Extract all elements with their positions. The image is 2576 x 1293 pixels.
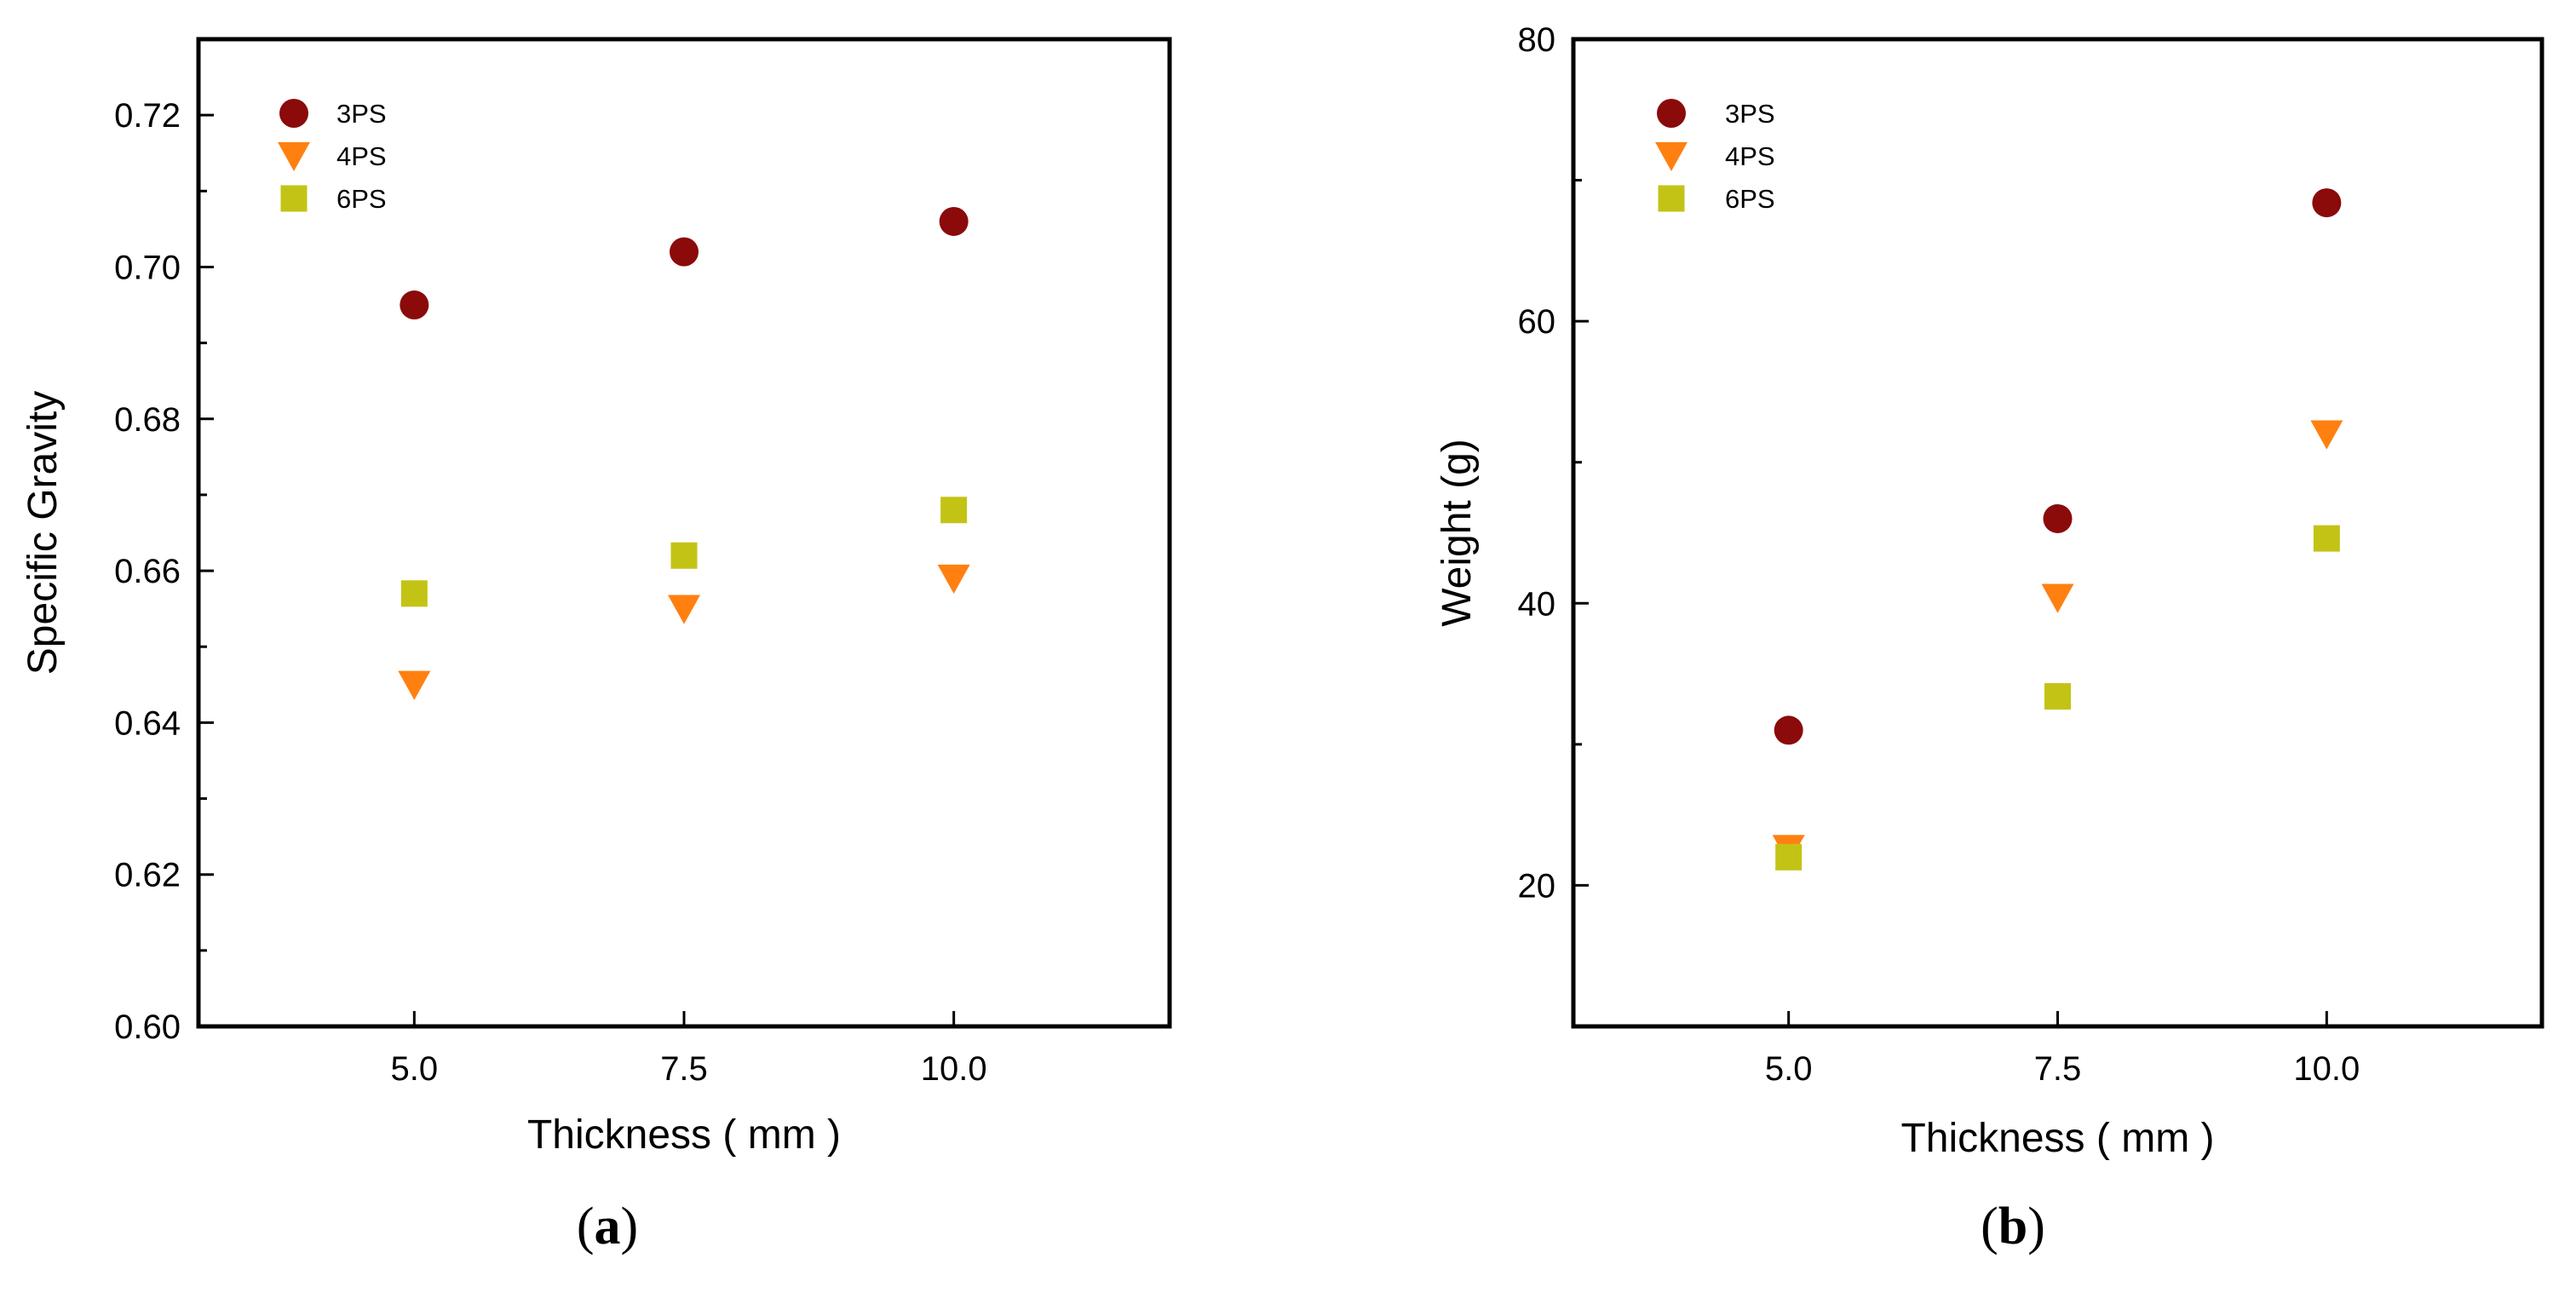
data-point-6PS <box>1775 843 1803 871</box>
y-axis-label: Weight (g) <box>1435 439 1480 627</box>
y-axis-label: Specific Gravity <box>20 391 66 675</box>
panel-caption-letter: a <box>595 1198 621 1256</box>
x-tick-label: 5.0 <box>391 1050 439 1088</box>
legend-label-3PS: 3PS <box>336 99 387 129</box>
y-tick-label: 0.70 <box>114 249 181 286</box>
series-6PS <box>1775 525 2340 871</box>
data-point-6PS <box>2313 525 2340 552</box>
panel-caption-letter: b <box>1998 1198 2027 1256</box>
legend-marker-6PS <box>280 185 308 212</box>
y-tick-label: 80 <box>1518 21 1556 59</box>
y-tick-label: 0.64 <box>114 704 181 742</box>
data-point-6PS <box>400 580 428 607</box>
data-point-6PS <box>2044 683 2071 710</box>
y-tick-label: 0.68 <box>114 401 181 439</box>
y-tick-label: 0.72 <box>114 97 181 135</box>
legend-label-3PS: 3PS <box>1725 99 1775 129</box>
series-4PS <box>1772 420 2343 865</box>
series-6PS <box>400 497 968 607</box>
y-tick-label: 40 <box>1518 585 1556 623</box>
y-tick-label: 0.60 <box>114 1009 181 1046</box>
legend-label-6PS: 6PS <box>1725 184 1775 214</box>
data-point-6PS <box>940 497 968 524</box>
x-tick-label: 10.0 <box>2293 1050 2360 1088</box>
data-point-4PS <box>668 595 700 624</box>
data-point-6PS <box>670 542 698 569</box>
legend-marker-3PS <box>279 99 308 128</box>
data-point-3PS <box>670 237 699 267</box>
legend-marker-4PS <box>1655 141 1688 172</box>
x-axis-label: Thickness ( mm ) <box>527 1112 841 1158</box>
chart-panel-a: 5.0 7.5 10.0 0.60 0.62 0.64 0.66 0.68 0.70 0.72 Th… <box>20 37 1172 1256</box>
data-point-4PS <box>937 564 970 595</box>
data-point-3PS <box>939 206 969 236</box>
legend: 3PS 4PS 6PS <box>1655 99 1775 214</box>
data-point-4PS <box>2310 420 2343 450</box>
y-tick-label: 0.66 <box>114 553 181 590</box>
data-point-3PS <box>2043 503 2073 533</box>
x-tick-label: 10.0 <box>921 1050 987 1088</box>
legend-marker-6PS <box>1658 185 1685 212</box>
series-4PS <box>398 564 970 700</box>
legend-label-4PS: 4PS <box>336 141 387 171</box>
data-point-3PS <box>400 290 429 320</box>
legend-marker-4PS <box>278 141 310 172</box>
data-point-3PS <box>1774 715 1803 745</box>
data-point-3PS <box>2312 188 2342 218</box>
panel-caption: (b) <box>1981 1198 2045 1256</box>
legend: 3PS 4PS 6PS <box>278 99 387 214</box>
legend-label-4PS: 4PS <box>1725 141 1775 171</box>
legend-marker-3PS <box>1657 99 1686 128</box>
y-tick-label: 20 <box>1518 867 1556 905</box>
x-tick-label: 5.0 <box>1765 1050 1813 1088</box>
y-tick-label: 60 <box>1518 303 1556 341</box>
series-3PS <box>400 206 969 320</box>
chart-panel-b: 5.0 7.5 10.0 20 40 60 80 Thickness ( mm ) Weight… <box>1435 21 2544 1256</box>
x-axis-label: Thickness ( mm ) <box>1900 1116 2214 1161</box>
x-tick-label: 7.5 <box>660 1050 708 1088</box>
y-tick-label: 0.62 <box>114 857 181 894</box>
panel-caption: (a) <box>577 1198 638 1256</box>
legend-label-6PS: 6PS <box>336 184 387 214</box>
data-point-4PS <box>2041 583 2074 613</box>
x-tick-label: 7.5 <box>2034 1050 2082 1088</box>
series-3PS <box>1774 188 2342 745</box>
data-point-4PS <box>398 670 431 700</box>
